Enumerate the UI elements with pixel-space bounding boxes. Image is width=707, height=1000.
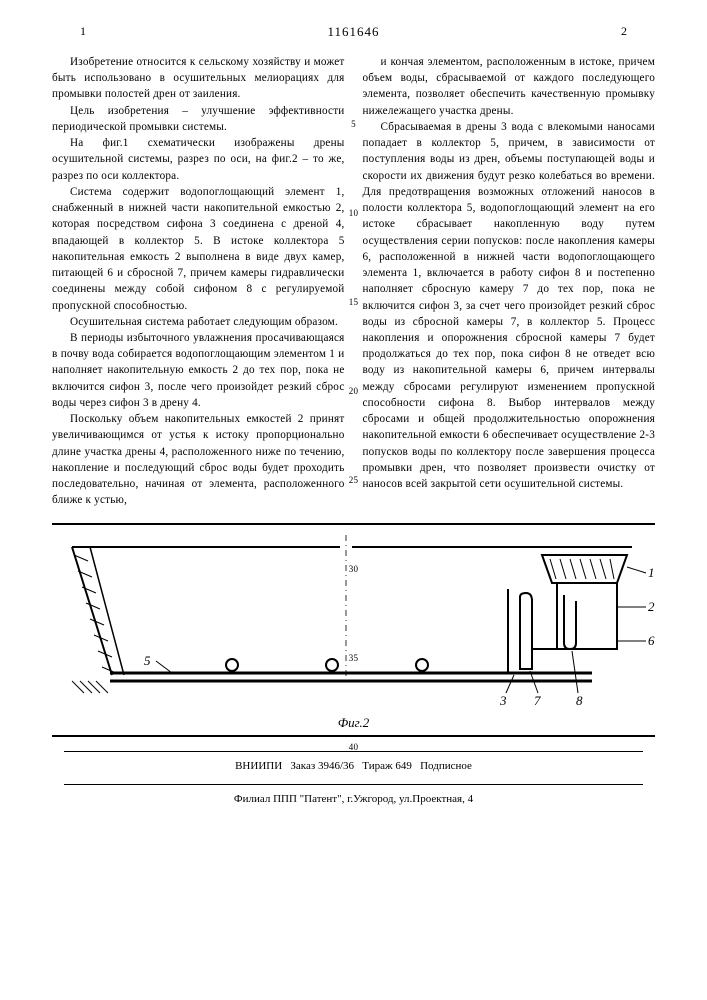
right-column: и кончая элементом, расположенным в исто… [363, 54, 656, 509]
paragraph: Изобретение относится к сельскому хозяйс… [52, 54, 345, 103]
document-number: 1161646 [327, 24, 379, 40]
footer-tirazh: Тираж 649 [362, 760, 412, 772]
fig-label-2: 2 [648, 599, 655, 614]
footer-org: ВНИИПИ [235, 760, 282, 772]
fig-label-7: 7 [534, 693, 541, 708]
footer-print-info: ВНИИПИ Заказ 3946/36 Тираж 649 Подписное [235, 760, 472, 772]
line-number: 20 [349, 385, 358, 398]
fig-label-6: 6 [648, 633, 655, 648]
paragraph: Сбрасываемая в дрены 3 вода с влекомыми … [363, 119, 656, 492]
fig-label-3: 3 [499, 693, 507, 708]
footer-order: Заказ 3946/36 [290, 760, 354, 772]
figure-2: 1 2 6 5 3 7 8 Фиг.2 [52, 523, 655, 737]
page-header: 1 1161646 2 [52, 24, 655, 44]
line-number: 15 [349, 296, 358, 309]
line-number: 40 [349, 741, 358, 754]
line-number: 10 [349, 207, 358, 220]
page-number-left: 1 [80, 24, 86, 39]
page-footer: ВНИИПИ Заказ 3946/36 Тираж 649 Подписное… [52, 751, 655, 805]
fig-label-8: 8 [576, 693, 583, 708]
paragraph: и кончая элементом, расположенным в исто… [363, 54, 656, 119]
figure-svg: 1 2 6 5 3 7 8 [52, 525, 655, 735]
text-columns: Изобретение относится к сельскому хозяйс… [52, 54, 655, 509]
left-column: Изобретение относится к сельскому хозяйс… [52, 54, 345, 509]
footer-branch: Филиал ППП "Патент", г.Ужгород, ул.Проек… [234, 793, 473, 805]
paragraph: Цель изобретения – улучшение эффективнос… [52, 103, 345, 135]
footer-sub: Подписное [420, 760, 472, 772]
figure-caption: Фиг.2 [338, 715, 370, 731]
paragraph: На фиг.1 схематически изображены дрены о… [52, 135, 345, 184]
paragraph: Поскольку объем накопительных емкостей 2… [52, 411, 345, 508]
line-number: 5 [351, 118, 356, 131]
fig-label-5: 5 [144, 653, 151, 668]
paragraph: В периоды избыточного увлажнения просачи… [52, 330, 345, 411]
line-number: 25 [349, 474, 358, 487]
page-number-right: 2 [621, 24, 627, 39]
fig-label-1: 1 [648, 565, 655, 580]
paragraph: Осушительная система работает следующим … [52, 314, 345, 330]
paragraph: Система содержит водопоглощающий элемент… [52, 184, 345, 314]
